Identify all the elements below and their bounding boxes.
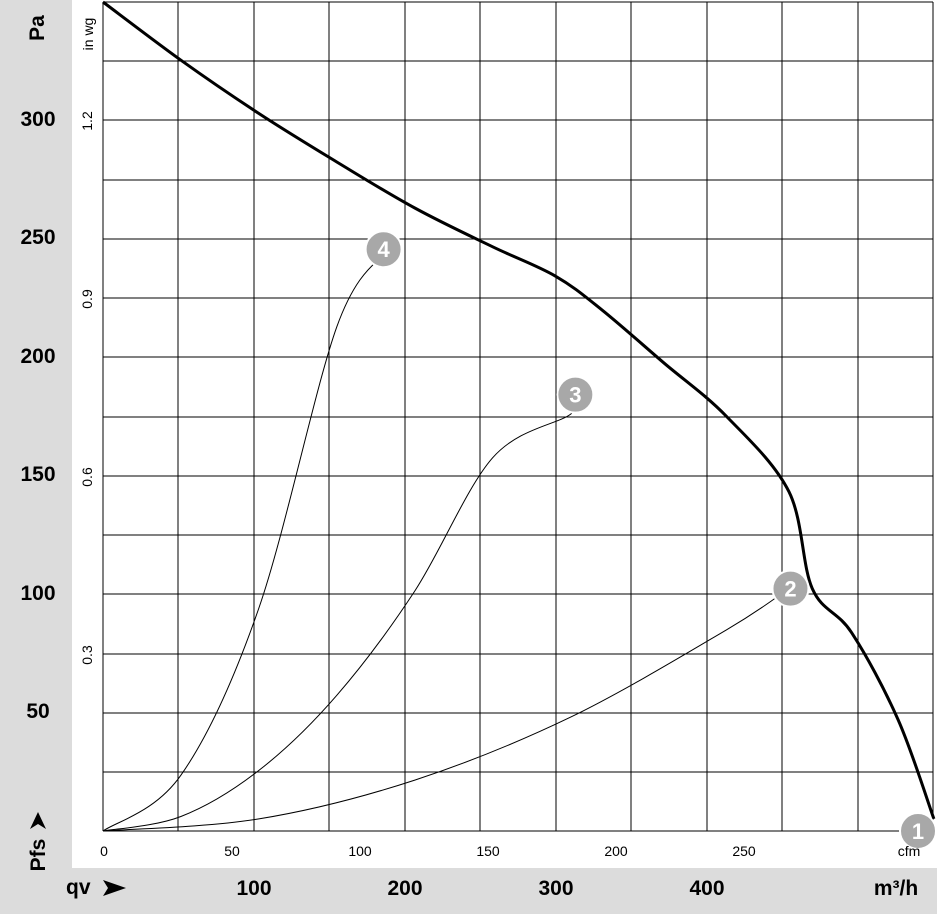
y-axis-symbol: Pfs xyxy=(27,839,50,872)
operating-point-label: 3 xyxy=(569,383,581,408)
system-curve-line xyxy=(102,394,579,832)
operating-point-marker: 4 xyxy=(364,230,403,269)
operating-point-marker: 2 xyxy=(771,569,810,608)
x-tick-cfm: 200 xyxy=(604,843,628,859)
x-tick-m3h: 200 xyxy=(387,877,422,900)
operating-point-marker: 1 xyxy=(899,812,937,850)
x-unit-m3h: m³/h xyxy=(874,877,918,900)
y-tick-inwg: 0.3 xyxy=(79,645,95,665)
y-tick-pa: 200 xyxy=(20,345,55,368)
grid xyxy=(102,1,934,832)
y-axis-band xyxy=(0,0,72,868)
system-curves xyxy=(102,248,790,832)
axis-labels: Pa in wg Pfs qv m³/h cfm 501001502002503… xyxy=(20,15,920,900)
operating-point-circle xyxy=(556,375,595,414)
y-tick-pa: 100 xyxy=(20,582,55,605)
y-unit-inwg: in wg xyxy=(80,18,96,51)
operating-point-label: 2 xyxy=(784,577,796,602)
x-tick-m3h: 300 xyxy=(538,877,573,900)
x-tick-m3h: 100 xyxy=(236,877,271,900)
y-tick-pa: 250 xyxy=(20,226,55,249)
y-tick-pa: 150 xyxy=(20,463,55,486)
x-tick-cfm: 0 xyxy=(100,843,108,859)
y-tick-inwg: 0.9 xyxy=(79,289,95,309)
x-tick-cfm: 100 xyxy=(348,843,372,859)
x-axis-band xyxy=(0,868,937,914)
y-tick-pa: 50 xyxy=(26,700,49,723)
operating-point-circle xyxy=(771,569,810,608)
operating-point-label: 4 xyxy=(377,237,390,262)
x-tick-cfm: 150 xyxy=(476,843,500,859)
y-axis-arrow-icon xyxy=(30,812,46,829)
operating-point-marker: 3 xyxy=(556,375,595,414)
fan-curve-line xyxy=(102,0,936,820)
system-curve-line xyxy=(102,588,790,832)
y-unit-pa: Pa xyxy=(26,15,49,41)
operating-point-label: 1 xyxy=(912,819,924,844)
system-curve-line xyxy=(102,248,389,832)
y-tick-inwg: 0.6 xyxy=(79,467,95,487)
x-axis-symbol: qv xyxy=(66,876,91,899)
x-axis-arrow-icon xyxy=(103,880,126,896)
x-tick-cfm: 250 xyxy=(732,843,756,859)
operating-point-circle xyxy=(364,230,403,269)
fan-curve xyxy=(102,0,936,820)
operating-points: 1 2 3 4 xyxy=(364,230,937,850)
x-tick-m3h: 400 xyxy=(689,877,724,900)
y-tick-pa: 300 xyxy=(20,108,55,131)
operating-point-circle xyxy=(899,812,937,850)
y-tick-inwg: 1.2 xyxy=(79,111,95,131)
x-unit-cfm: cfm xyxy=(898,843,921,859)
x-tick-cfm: 50 xyxy=(224,843,240,859)
